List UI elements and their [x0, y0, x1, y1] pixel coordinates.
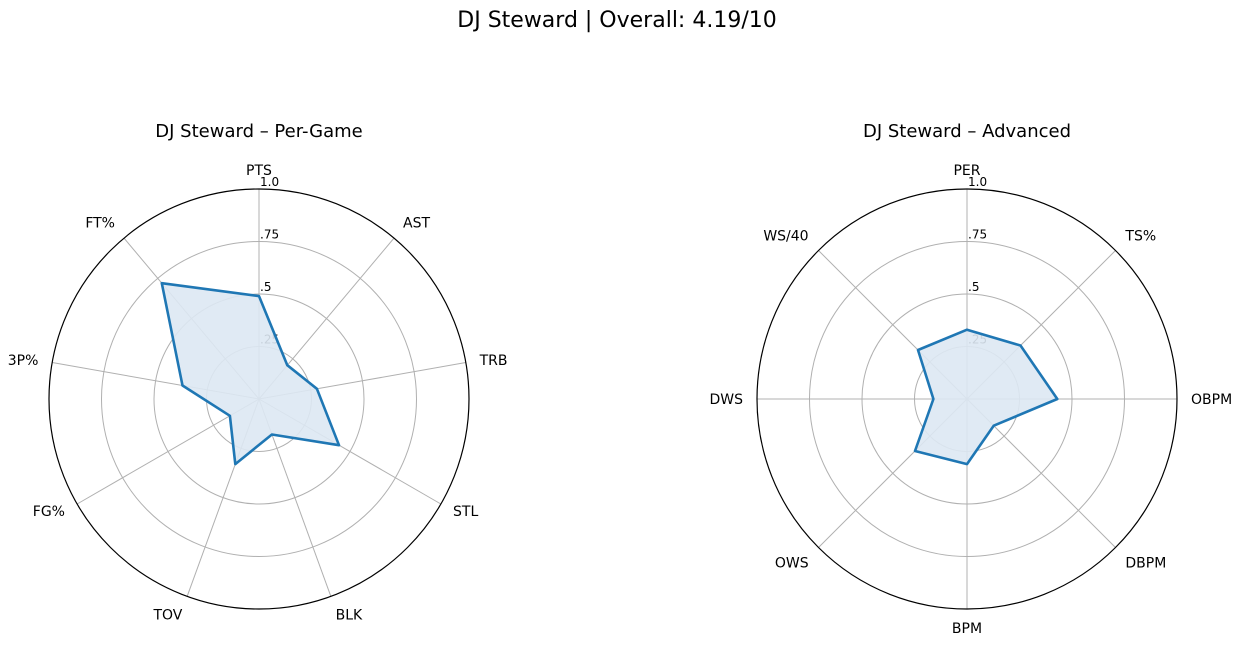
axis-label: DWS — [709, 392, 743, 408]
radial-tick-label: .75 — [260, 228, 279, 242]
radial-tick-label: .5 — [260, 280, 271, 294]
chart-title: DJ Steward – Per-Game — [155, 121, 362, 142]
axis-label: DBPM — [1125, 555, 1166, 571]
axis-label: TRB — [479, 353, 508, 369]
radial-tick-label: .75 — [968, 228, 987, 242]
axis-label: OWS — [775, 555, 809, 571]
axis-label: PER — [953, 163, 980, 179]
axis-label: STL — [453, 504, 478, 520]
axis-label: OBPM — [1191, 392, 1232, 408]
axis-label: BPM — [952, 621, 982, 637]
series-line — [913, 328, 1059, 466]
radial-tick-label: 1.0 — [260, 175, 279, 189]
axis-label: FG% — [33, 504, 65, 520]
radar-chart-advanced: DJ Steward – Advanced.25.5.751.0PERTS%OB… — [709, 121, 1232, 637]
polar-frame — [756, 188, 1178, 610]
axis-label: BLK — [336, 608, 363, 624]
series-fill — [161, 283, 339, 465]
axis-label: FT% — [85, 215, 115, 231]
axis-label: TOV — [152, 608, 182, 624]
figure-title: DJ Steward | Overall: 4.19/10 — [457, 8, 777, 33]
series-line — [160, 281, 341, 466]
axis-label: AST — [403, 215, 430, 231]
axis-label: WS/40 — [763, 229, 808, 245]
radar-chart-per-game: DJ Steward – Per-Game.25.5.751.0PTSASTTR… — [8, 121, 508, 624]
polar-frame — [48, 188, 470, 610]
radial-tick-label: 1.0 — [968, 175, 987, 189]
axis-label: 3P% — [8, 353, 39, 369]
series-fill — [915, 329, 1058, 465]
chart-title: DJ Steward – Advanced — [863, 121, 1071, 142]
axis-label: TS% — [1124, 229, 1156, 245]
axis-label: PTS — [246, 163, 272, 179]
radial-tick-label: .5 — [968, 280, 979, 294]
